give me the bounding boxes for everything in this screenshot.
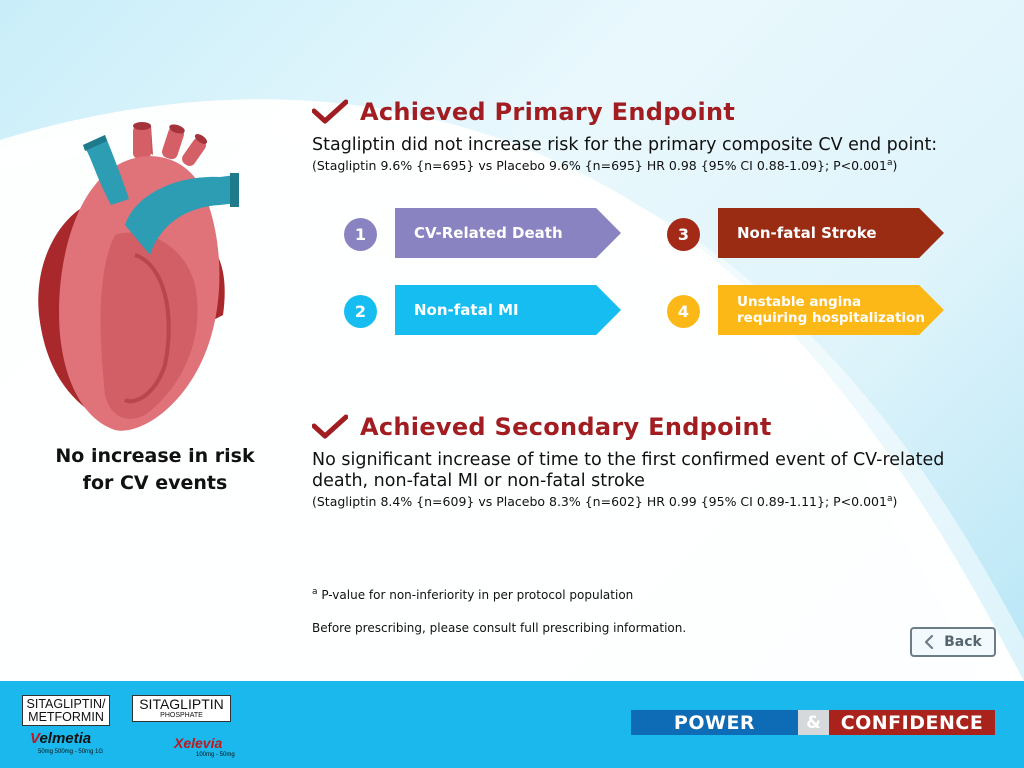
chevron-left-icon xyxy=(925,635,934,649)
tagline-power: POWER xyxy=(631,710,798,735)
power-confidence-tagline: POWER & CONFIDENCE xyxy=(631,710,995,735)
footer-bar: SITAGLIPTIN/ METFORMIN Velmetia 50mg 500… xyxy=(0,681,1024,768)
caption-line: No increase in risk xyxy=(55,445,255,467)
endpoint-label: CV-Related Death xyxy=(395,208,621,258)
endpoint-number-badge: 1 xyxy=(344,218,377,251)
endpoint-label: Unstable angina requiring hospitalizatio… xyxy=(718,285,944,335)
primary-endpoint-stats: (Stagliptin 9.6% {n=695} vs Placebo 9.6%… xyxy=(312,157,898,173)
background xyxy=(0,0,1024,681)
endpoint-label: Non-fatal MI xyxy=(395,285,621,335)
heart-illustration xyxy=(38,122,239,431)
secondary-endpoint-header: Achieved Secondary Endpoint xyxy=(312,410,1012,444)
checkmark-icon xyxy=(312,414,348,439)
xelevia-dose: 100mg - 50mg xyxy=(196,752,235,758)
primary-endpoint-description: Stagliptin did not increase risk for the… xyxy=(312,135,938,155)
checkmark-icon xyxy=(312,99,348,124)
back-button-label: Back xyxy=(944,634,982,650)
tagline-ampersand: & xyxy=(798,710,829,735)
endpoint-number-badge: 3 xyxy=(667,218,700,251)
primary-endpoint-title: Achieved Primary Endpoint xyxy=(360,98,736,126)
endpoint-label: Non-fatal Stroke xyxy=(718,208,944,258)
secondary-endpoint-title: Achieved Secondary Endpoint xyxy=(360,413,772,441)
primary-endpoint-section: Achieved Primary Endpoint Stagliptin did… xyxy=(312,95,1012,173)
primary-endpoint-header: Achieved Primary Endpoint xyxy=(312,95,1012,129)
endpoint-cv-death: 1 CV-Related Death xyxy=(344,208,624,258)
secondary-endpoint-stats: (Stagliptin 8.4% {n=609} vs Placebo 8.3%… xyxy=(312,493,898,509)
endpoint-nonfatal-mi: 2 Non-fatal MI xyxy=(344,285,624,335)
endpoint-number-badge: 2 xyxy=(344,295,377,328)
secondary-endpoint-description: No significant increase of time to the f… xyxy=(312,450,945,491)
left-caption: No increase in risk for CV events xyxy=(10,443,300,497)
secondary-endpoint-section: Achieved Secondary Endpoint No significa… xyxy=(312,410,1012,509)
tagline-confidence: CONFIDENCE xyxy=(829,710,995,735)
background-swoosh xyxy=(0,0,1024,681)
xelevia-logo: Xelevia xyxy=(174,735,223,751)
back-button[interactable]: Back xyxy=(910,627,996,657)
footnote: a P-value for non-inferiority in per pro… xyxy=(312,587,634,603)
prescribing-notice: Before prescribing, please consult full … xyxy=(312,621,687,635)
xelevia-generic-name-box: SITAGLIPTIN PHOSPHATE xyxy=(132,695,231,722)
velmetia-dose: 50mg 500mg - 50mg 1G xyxy=(38,749,104,755)
caption-line: for CV events xyxy=(82,472,228,494)
velmetia-generic-name-box: SITAGLIPTIN/ METFORMIN xyxy=(22,695,110,726)
endpoint-unstable-angina: 4 Unstable angina requiring hospitalizat… xyxy=(667,285,947,335)
velmetia-logo: Velmetia xyxy=(30,730,92,747)
endpoint-nonfatal-stroke: 3 Non-fatal Stroke xyxy=(667,208,947,258)
endpoint-number-badge: 4 xyxy=(667,295,700,328)
